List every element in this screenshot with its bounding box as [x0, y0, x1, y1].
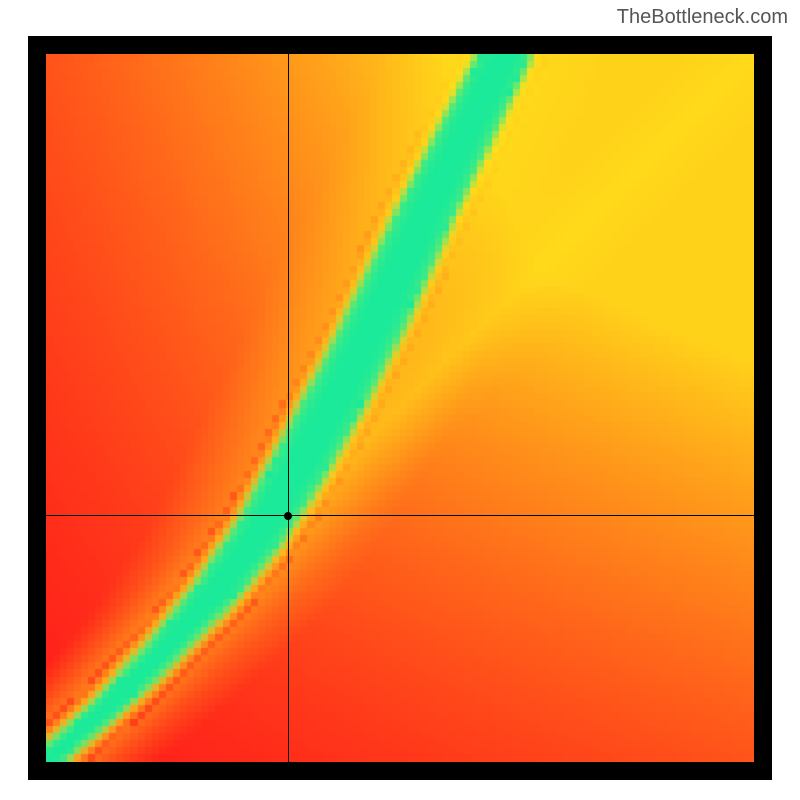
crosshair-horizontal — [46, 515, 754, 516]
crosshair-vertical — [288, 54, 289, 762]
root-container: TheBottleneck.com — [0, 0, 800, 800]
attribution-text: TheBottleneck.com — [617, 6, 788, 29]
heatmap-canvas — [46, 54, 754, 762]
crosshair-dot — [284, 512, 292, 520]
chart-plot-area — [46, 54, 754, 762]
